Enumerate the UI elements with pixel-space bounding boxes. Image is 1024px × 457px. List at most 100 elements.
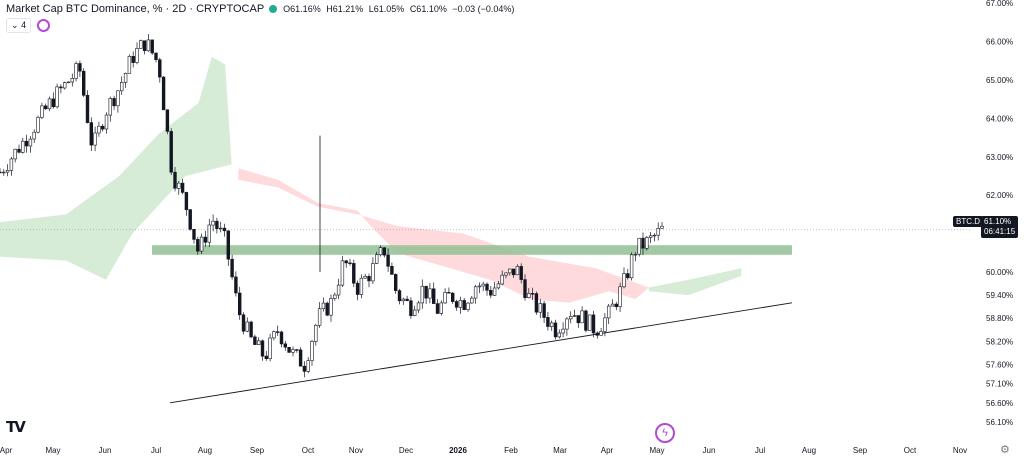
candle-body bbox=[553, 322, 558, 338]
x-tick-label: Jun bbox=[703, 446, 716, 455]
candle-body bbox=[104, 114, 109, 130]
candle-body bbox=[93, 132, 97, 146]
candle-body bbox=[142, 40, 147, 52]
candle-body bbox=[606, 305, 611, 319]
candle-body bbox=[51, 98, 56, 108]
candle-body bbox=[397, 290, 402, 302]
candle-body bbox=[47, 98, 52, 110]
lightning-icon[interactable]: ϟ bbox=[655, 423, 675, 443]
candle-body bbox=[401, 298, 405, 302]
candle-body bbox=[291, 349, 295, 353]
x-tick-label: Mar bbox=[553, 446, 567, 455]
indicator-row: ⌄ 4 bbox=[6, 18, 51, 33]
candle-body bbox=[481, 283, 485, 287]
candle-body bbox=[515, 266, 520, 276]
candle-body bbox=[511, 268, 516, 276]
candle-body bbox=[272, 331, 276, 339]
candle-body bbox=[0, 171, 2, 174]
candle-body bbox=[622, 273, 626, 288]
candle-body bbox=[386, 254, 390, 267]
candle-body bbox=[275, 331, 280, 333]
candle-body bbox=[116, 90, 120, 107]
candle-body bbox=[161, 76, 166, 111]
gear-icon[interactable]: ⚙ bbox=[1000, 444, 1010, 456]
candle-body bbox=[173, 171, 177, 189]
y-tick-label: 60.00% bbox=[986, 268, 1013, 277]
indicator-icon[interactable] bbox=[37, 19, 51, 32]
candle-body bbox=[82, 70, 86, 96]
candle-body bbox=[336, 284, 341, 296]
candle-body bbox=[207, 224, 211, 243]
candle-body bbox=[139, 40, 143, 49]
candle-body bbox=[458, 300, 463, 308]
candle-body bbox=[530, 293, 535, 295]
candle-body bbox=[344, 260, 348, 264]
candle-body bbox=[245, 321, 249, 332]
price-badge: 61.10% 06:41:15 bbox=[981, 216, 1019, 238]
candle-body bbox=[542, 303, 546, 318]
candle-body bbox=[382, 247, 386, 256]
y-tick-label: 62.00% bbox=[986, 191, 1013, 200]
candle-body bbox=[462, 300, 466, 310]
x-tick-label: May bbox=[649, 446, 664, 455]
candle-body bbox=[260, 340, 265, 357]
candle-body bbox=[549, 322, 554, 327]
candle-body bbox=[477, 285, 482, 288]
candle-body bbox=[196, 239, 200, 252]
candle-body bbox=[333, 294, 337, 299]
candle-body bbox=[283, 343, 287, 348]
y-tick-label: 64.00% bbox=[986, 114, 1013, 123]
candle-body bbox=[610, 303, 615, 307]
y-tick-label: 59.40% bbox=[986, 291, 1013, 300]
candle-body bbox=[447, 292, 451, 294]
candle-body bbox=[2, 171, 6, 174]
x-tick-label: Jul bbox=[151, 446, 161, 455]
candle-body bbox=[348, 262, 352, 264]
candle-body bbox=[648, 235, 653, 238]
candle-body bbox=[70, 78, 75, 83]
candle-body bbox=[154, 52, 158, 60]
close-value: C61.10% bbox=[409, 4, 447, 14]
y-tick-label: 56.10% bbox=[986, 418, 1013, 427]
candle-body bbox=[652, 234, 657, 237]
candle-body bbox=[321, 302, 326, 310]
open-value: O61.16% bbox=[283, 4, 321, 14]
candle-body bbox=[268, 337, 272, 360]
x-tick-label: Dec bbox=[399, 446, 413, 455]
candle-body bbox=[222, 227, 227, 232]
candle-body bbox=[199, 236, 204, 252]
low-value: L61.05% bbox=[368, 4, 405, 14]
candle-body bbox=[146, 39, 151, 52]
candle-body bbox=[374, 254, 379, 264]
candle-body bbox=[371, 263, 375, 282]
candle-body bbox=[584, 310, 588, 331]
candle-body bbox=[500, 274, 504, 285]
candle-body bbox=[519, 266, 523, 280]
candle-body bbox=[5, 170, 10, 173]
tradingview-logo[interactable]: TV bbox=[6, 418, 26, 436]
indicator-toggle-button[interactable]: ⌄ 4 bbox=[6, 18, 32, 33]
candle-body bbox=[32, 131, 36, 140]
candle-body bbox=[416, 302, 421, 311]
x-tick-label: Jun bbox=[99, 446, 112, 455]
x-tick-label: Feb bbox=[504, 446, 518, 455]
candle-body bbox=[101, 125, 105, 130]
candle-body bbox=[450, 292, 455, 302]
cloud-bullish bbox=[0, 56, 232, 280]
cloud-bullish-future bbox=[648, 268, 742, 296]
candle-body bbox=[363, 275, 367, 279]
candle-body bbox=[40, 105, 44, 118]
candle-body bbox=[17, 148, 21, 153]
y-tick-label: 63.00% bbox=[986, 153, 1013, 162]
candle-body bbox=[420, 285, 424, 304]
chart-title: Market Cap BTC Dominance, % · 2D · CRYPT… bbox=[6, 3, 265, 15]
candle-body bbox=[591, 314, 596, 334]
candle-body bbox=[165, 109, 170, 132]
candle-body bbox=[314, 324, 318, 342]
candle-body bbox=[279, 331, 284, 345]
candle-body bbox=[538, 303, 543, 313]
x-tick-label: Apr bbox=[0, 446, 13, 455]
candle-body bbox=[249, 321, 253, 338]
candle-body bbox=[409, 300, 413, 317]
